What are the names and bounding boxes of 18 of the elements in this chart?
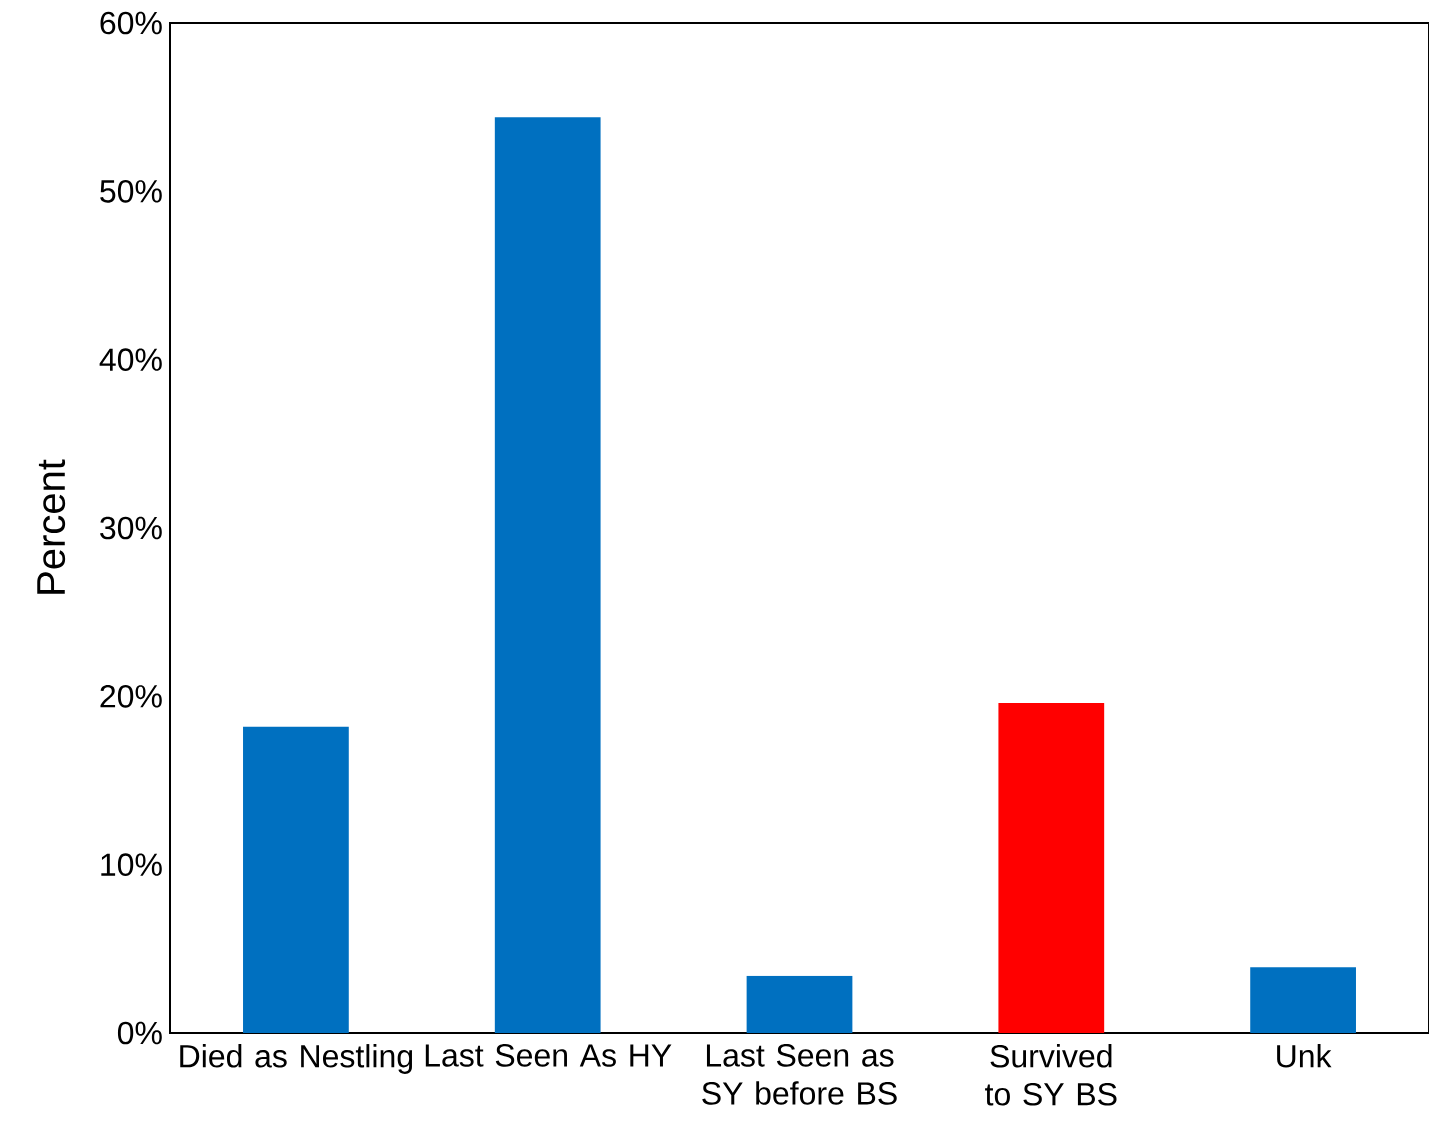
bar bbox=[243, 726, 349, 1033]
y-tick-label: 50% bbox=[100, 180, 162, 203]
y-tick-label: 10% bbox=[101, 853, 162, 876]
bar bbox=[1250, 967, 1356, 1033]
y-axis-title: Percent bbox=[37, 459, 66, 594]
x-tick-label: Died as Nestling bbox=[180, 1044, 413, 1074]
x-tick-label: Survived to SY BS bbox=[985, 1044, 1117, 1106]
bar bbox=[746, 975, 853, 1033]
y-tick-label: 40% bbox=[99, 348, 162, 371]
y-tick-label: 30% bbox=[100, 516, 162, 540]
x-tick-label: Last Seen As HY bbox=[425, 1044, 672, 1067]
x-tick-label: Unk bbox=[1277, 1044, 1332, 1068]
bar bbox=[998, 703, 1105, 1033]
y-tick-label: 60% bbox=[100, 11, 162, 35]
y-tick-label: 20% bbox=[100, 685, 162, 708]
bar bbox=[494, 117, 601, 1033]
y-tick-label: 0% bbox=[117, 1021, 162, 1045]
x-tick-label: Last Seen as SY before BS bbox=[702, 1044, 897, 1105]
